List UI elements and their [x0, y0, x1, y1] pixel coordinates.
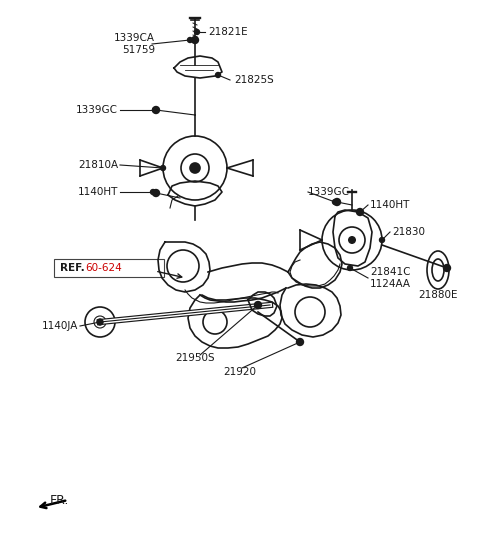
Text: 21830: 21830 [392, 227, 425, 237]
Text: 21950S: 21950S [175, 353, 215, 363]
Circle shape [190, 163, 200, 173]
Text: 21825S: 21825S [234, 75, 274, 85]
Circle shape [380, 238, 384, 242]
Circle shape [153, 108, 157, 112]
Circle shape [357, 209, 363, 216]
Text: FR.: FR. [50, 494, 70, 507]
Text: 1339GC: 1339GC [76, 105, 118, 115]
Circle shape [348, 265, 352, 270]
Circle shape [358, 210, 362, 215]
Text: 21810A: 21810A [78, 160, 118, 170]
Circle shape [194, 29, 200, 34]
Circle shape [444, 264, 451, 271]
Text: 1124AA: 1124AA [370, 279, 411, 289]
Text: 1140HT: 1140HT [370, 200, 410, 210]
Text: 60-624: 60-624 [85, 263, 122, 273]
Circle shape [297, 339, 303, 346]
Circle shape [188, 38, 192, 43]
Text: 21880E: 21880E [418, 290, 458, 300]
Circle shape [151, 189, 156, 194]
Circle shape [255, 302, 261, 307]
Circle shape [348, 236, 356, 244]
Text: 21920: 21920 [224, 367, 256, 377]
Circle shape [97, 319, 103, 325]
Circle shape [153, 189, 159, 197]
Circle shape [153, 106, 159, 114]
Circle shape [216, 73, 220, 78]
Circle shape [160, 165, 166, 170]
Text: 21841C: 21841C [370, 267, 410, 277]
Text: REF.: REF. [60, 263, 85, 273]
Circle shape [97, 319, 103, 324]
Text: 1140JA: 1140JA [42, 321, 78, 331]
Text: 51759: 51759 [122, 45, 155, 55]
Circle shape [254, 301, 262, 308]
Circle shape [192, 37, 199, 44]
Text: 1339GC: 1339GC [308, 187, 350, 197]
Text: 21821E: 21821E [208, 27, 248, 37]
Text: 1140HT: 1140HT [78, 187, 118, 197]
Circle shape [333, 199, 337, 205]
Circle shape [334, 199, 340, 205]
Text: 1339CA: 1339CA [114, 33, 155, 43]
Circle shape [298, 340, 302, 345]
